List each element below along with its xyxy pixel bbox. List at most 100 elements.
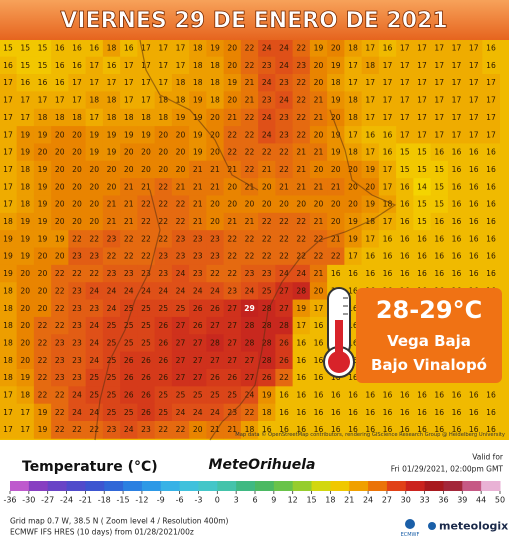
temperature-label: 22 [245,130,255,139]
temperature-label: 22 [296,44,306,53]
temperature-label: 16 [365,269,375,278]
temperature-label: 17 [469,130,479,139]
temperature-label: 16 [417,425,427,434]
temperature-cell [0,299,18,318]
temperature-label: 17 [3,408,13,417]
temperature-label: 22 [245,408,255,417]
temperature-label: 16 [452,269,462,278]
temperature-cell [68,368,87,387]
colorbar-segment [349,481,369,491]
temperature-label: 17 [434,61,444,70]
temperature-label: 27 [176,338,186,347]
temperature-cell [465,56,483,75]
temperature-label: 20 [331,217,341,226]
temperature-label: 22 [227,252,237,261]
temperature-cell [189,91,207,110]
temperature-label: 24 [279,44,289,53]
temperature-label: 21 [227,113,237,122]
temperature-cell [85,334,104,353]
temperature-cell [292,178,311,196]
temperature-cell [430,74,449,92]
temperature-cell [85,108,104,127]
temperature-cell [465,247,483,266]
temperature-cell [171,403,190,422]
temperature-cell [68,351,87,370]
temperature-cell [465,195,483,214]
colorbar-segment [141,481,162,491]
temperature-cell [258,126,276,144]
colorbar-tick-label: -24 [60,496,73,505]
temperature-cell [258,316,276,335]
temperature-label: 20 [141,165,151,174]
temperature-cell [51,316,69,335]
temperature-label: 18 [107,113,117,122]
temperature-label: 16 [434,269,444,278]
temperature-label: 24 [107,286,117,295]
temperature-label: 17 [89,61,99,70]
temperature-label: 26 [158,356,168,365]
colorbar-segment [255,481,275,491]
temperature-cell [68,421,87,439]
temperature-cell [223,247,242,266]
temperature-cell [309,316,328,335]
temperature-cell [85,126,104,144]
temperature-label: 26 [210,373,220,382]
temperature-cell [240,160,259,179]
callout-box [356,288,502,383]
temperature-label: 23 [141,269,151,278]
temperature-label: 25 [107,321,117,330]
temperature-label: 27 [176,373,186,382]
temperature-label: 19 [38,425,48,434]
temperature-label: 23 [176,252,186,261]
temperature-cell [396,56,414,75]
temperature-cell [344,386,363,405]
temperature-label: 16 [469,391,479,400]
temperature-cell [51,39,69,58]
temperature-cell [378,143,397,162]
temperature-cell [344,39,363,58]
temperature-cell [137,230,156,248]
temperature-label: 19 [296,304,306,313]
temperature-label: 17 [417,44,427,53]
temperature-label: 22 [55,269,65,278]
temperature-cell [189,282,207,300]
temperature-cell [292,91,311,110]
temperature-label: 26 [124,356,134,365]
temperature-cell [120,91,138,110]
temperature-label: 16 [400,269,410,278]
temperature-label: 16 [469,182,479,191]
temperature-label: 16 [400,234,410,243]
temperature-label: 23 [124,269,134,278]
temperature-cell [465,386,483,405]
temperature-label: 22 [262,252,272,261]
temperature-cell [16,403,35,422]
temperature-label: 19 [20,373,30,382]
temperature-cell [309,108,328,127]
temperature-cell [378,421,397,439]
temperature-cell [258,178,276,196]
temperature-cell [223,299,242,318]
temperature-label: 16 [365,252,375,261]
title-banner [0,0,509,40]
temperature-cell [102,421,121,439]
temperature-cell [33,74,52,92]
temperature-cell [275,212,294,231]
temperature-cell [120,108,138,127]
temperature-cell [378,91,397,110]
temperature-cell [102,403,121,422]
colorbar-segment [481,481,501,491]
temperature-label: 18 [348,113,358,122]
temperature-label: 24 [124,425,134,434]
temperature-cell [447,56,466,75]
temperature-cell [361,230,380,248]
colorbar-tick-label: -3 [194,496,202,505]
temperature-label: 20 [348,200,358,209]
temperature-cell [292,212,311,231]
temperature-label: 17 [400,113,410,122]
temperature-cell [482,160,501,179]
temperature-cell [396,91,414,110]
temperature-label: 16 [383,234,393,243]
temperature-label: 25 [107,338,117,347]
temperature-cell [327,403,345,422]
temperature-label: 22 [55,286,65,295]
